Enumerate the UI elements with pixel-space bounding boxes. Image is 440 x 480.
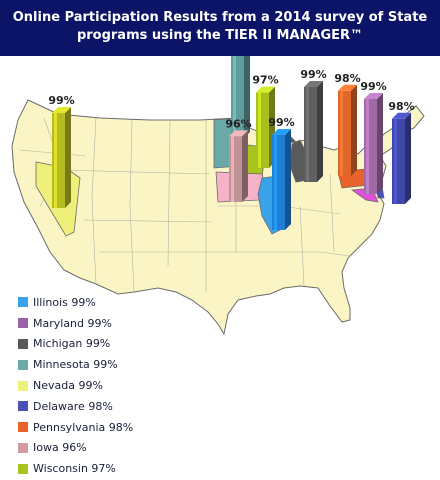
legend-label: Michigan 99% bbox=[33, 337, 111, 351]
legend-item: Minnesota 99% bbox=[18, 354, 133, 375]
bar-top bbox=[256, 86, 275, 93]
bar-side bbox=[242, 130, 248, 202]
bar-delaware: 98% bbox=[388, 100, 415, 204]
legend-swatch bbox=[18, 463, 28, 474]
legend-item: Maryland 99% bbox=[18, 313, 133, 334]
bar-highlight bbox=[233, 56, 236, 138]
bar-side bbox=[405, 112, 411, 204]
bar-front bbox=[338, 90, 351, 176]
bar-value-label: 97% bbox=[252, 74, 278, 87]
bar-side bbox=[65, 107, 71, 208]
title-line-2: programs using the TIER II MANAGER™ bbox=[76, 28, 364, 43]
bar-highlight bbox=[394, 118, 397, 204]
legend-label: Iowa 96% bbox=[33, 441, 87, 455]
legend-label: Minnesota 99% bbox=[33, 358, 118, 372]
bar-pennsylvania: 98% bbox=[334, 72, 361, 176]
bar-value-label: 99% bbox=[300, 68, 326, 81]
legend-swatch bbox=[18, 297, 28, 308]
bar-side bbox=[377, 93, 383, 194]
legend-label: Delaware 98% bbox=[33, 399, 113, 413]
legend-label: Nevada 99% bbox=[33, 379, 103, 393]
bar-highlight bbox=[231, 136, 234, 202]
bar-side bbox=[317, 81, 323, 182]
legend-label: Illinois 99% bbox=[33, 295, 96, 309]
bar-front bbox=[364, 99, 377, 194]
bar-highlight bbox=[306, 87, 309, 182]
legend-item: Wisconsin 97% bbox=[18, 458, 133, 479]
bar-front bbox=[256, 92, 269, 168]
bar-highlight bbox=[54, 113, 57, 208]
bar-side bbox=[244, 56, 250, 138]
legend-swatch bbox=[18, 401, 28, 412]
bar-value-label: 98% bbox=[334, 72, 360, 85]
bar-wisconsin: 97% bbox=[252, 74, 279, 168]
us-map: 99%99%97%96%99%99%98%99%98% bbox=[11, 56, 425, 336]
bar-front bbox=[272, 135, 285, 230]
bar-illinois: 99% bbox=[268, 116, 295, 230]
legend-item: Nevada 99% bbox=[18, 375, 133, 396]
legend-label: Maryland 99% bbox=[33, 316, 112, 330]
bar-front bbox=[52, 113, 65, 208]
bar-top bbox=[272, 129, 291, 135]
legend-label: Wisconsin 97% bbox=[33, 462, 116, 476]
legend: Illinois 99% Maryland 99% Michigan 99% Minn… bbox=[18, 292, 133, 479]
bar-highlight bbox=[274, 135, 277, 230]
legend-swatch bbox=[18, 422, 28, 433]
title-banner: Online Participation Results from a 2014… bbox=[0, 0, 440, 56]
legend-swatch bbox=[18, 380, 28, 391]
state-borders bbox=[19, 117, 351, 293]
bar-highlight bbox=[340, 90, 343, 176]
bar-nevada: 99% bbox=[48, 94, 75, 208]
legend-swatch bbox=[18, 359, 28, 370]
legend-item: Michigan 99% bbox=[18, 334, 133, 355]
bar-side bbox=[351, 84, 357, 176]
bar-top bbox=[229, 130, 248, 137]
bar-michigan: 99% bbox=[300, 68, 327, 182]
bar-top bbox=[364, 93, 383, 99]
bar-value-label: 99% bbox=[48, 94, 74, 107]
bar-side bbox=[285, 129, 291, 230]
bar-highlight bbox=[366, 99, 369, 194]
bar-top bbox=[52, 107, 71, 113]
bar-highlight bbox=[258, 92, 261, 168]
legend-item: Iowa 96% bbox=[18, 438, 133, 459]
bar-value-label: 96% bbox=[225, 117, 251, 130]
legend-label: Pennsylvania 98% bbox=[33, 420, 134, 434]
legend-item: Delaware 98% bbox=[18, 396, 133, 417]
bars: 99%99%97%96%99%99%98%99%98% bbox=[48, 56, 415, 230]
bar-value-label: 98% bbox=[388, 100, 414, 113]
bar-top bbox=[304, 81, 323, 87]
bar-top bbox=[392, 112, 411, 119]
legend-swatch bbox=[18, 338, 28, 349]
bar-iowa: 96% bbox=[225, 117, 252, 202]
bar-value-label: 99% bbox=[360, 80, 386, 93]
bar-top bbox=[338, 84, 357, 91]
legend-swatch bbox=[18, 442, 28, 453]
bar-minnesota: 99% bbox=[231, 56, 250, 138]
legend-item: Pennsylvania 98% bbox=[18, 417, 133, 438]
legend-swatch bbox=[18, 318, 28, 329]
bar-front bbox=[392, 118, 405, 204]
bar-value-label: 99% bbox=[268, 116, 294, 129]
bar-maryland: 99% bbox=[360, 80, 387, 194]
title-line-1: Online Participation Results from a 2014… bbox=[12, 10, 428, 25]
bar-front bbox=[304, 87, 317, 182]
legend-item: Illinois 99% bbox=[18, 292, 133, 313]
bar-front bbox=[229, 136, 242, 202]
